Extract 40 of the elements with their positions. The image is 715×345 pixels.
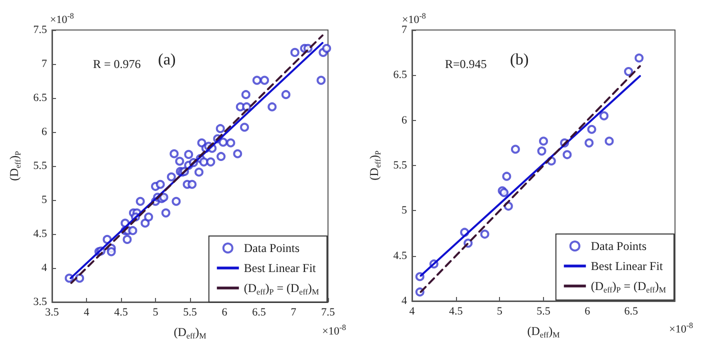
x-tick-label: 4.5 [114, 306, 128, 318]
y-tick-label: 3.5 [33, 296, 48, 308]
y-tick-label: 6.5 [393, 69, 408, 82]
annotation: (a) [158, 52, 176, 68]
x-tick-label: 5.5 [183, 306, 198, 318]
annotation: R = 0.976 [93, 57, 141, 71]
y-tick-label: 4 [402, 295, 408, 307]
legend-label: Best Linear Fit [590, 259, 664, 273]
x-tick-label: 6.5 [624, 306, 639, 318]
y-tick-label: 5.5 [33, 160, 48, 172]
x-tick-label: 7 [290, 306, 297, 318]
x-tick-label: 5 [496, 306, 503, 318]
y-tick-label: 6 [402, 114, 408, 126]
x-tick-label: 7.5 [321, 306, 336, 318]
x-tick-label: 5 [152, 306, 159, 318]
x-tick-label: 4 [409, 306, 416, 318]
x-tick-label: 5.5 [536, 306, 551, 318]
legend-label: Data Points [244, 241, 300, 255]
y-tick-label: 4 [42, 262, 48, 274]
y-tick-label: 7 [402, 24, 408, 36]
y-tick-label: 7 [42, 58, 48, 70]
y-tick-label: 5 [42, 194, 48, 206]
y-tick-label: 5 [402, 204, 408, 217]
x-tick-label: 4.5 [448, 306, 464, 318]
x-tick-label: 6 [222, 306, 228, 318]
y-tick-label: 7.5 [33, 24, 48, 36]
x-tick-label: 4 [84, 306, 90, 318]
y-tick-label: 6 [42, 126, 48, 138]
y-tick-label: 4.5 [33, 228, 48, 240]
annotation: R=0.945 [445, 57, 487, 71]
annotation: (b) [510, 52, 529, 68]
legend-label: Best Linear Fit [244, 261, 317, 275]
x-tick-label: 6 [584, 306, 591, 318]
y-axis-title: (Deff)P [367, 150, 382, 180]
y-tick-label: 5.5 [393, 160, 408, 172]
y-axis-title: (Deff)P [7, 150, 22, 181]
y-tick-label: 4.5 [393, 250, 408, 262]
legend-label: Data Points [590, 239, 647, 253]
x-tick-label: 6.5 [252, 306, 266, 318]
y-tick-label: 6.5 [33, 92, 48, 104]
